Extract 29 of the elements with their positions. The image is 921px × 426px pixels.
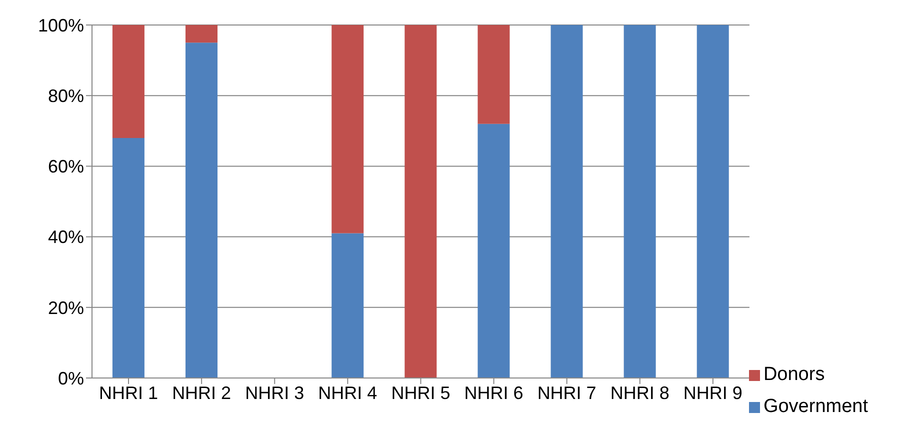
bar bbox=[112, 138, 144, 378]
x-tick-label: NHRI 8 bbox=[610, 382, 670, 403]
x-tick-label: NHRI 9 bbox=[683, 382, 742, 403]
bar bbox=[186, 25, 218, 43]
bar bbox=[550, 25, 583, 378]
y-tick-label: 0% bbox=[58, 368, 84, 388]
x-tick-label: NHRI 4 bbox=[318, 382, 378, 403]
x-tick-label: NHRI 7 bbox=[537, 382, 596, 403]
x-tick-label: NHRI 3 bbox=[245, 382, 304, 403]
x-tick-label: NHRI 1 bbox=[99, 382, 158, 403]
y-tick-label: 100% bbox=[38, 15, 84, 36]
x-tick-label: NHRI 6 bbox=[464, 382, 524, 403]
bar bbox=[696, 25, 729, 378]
bar bbox=[332, 25, 364, 234]
bar bbox=[478, 124, 510, 378]
bar bbox=[186, 42, 218, 378]
y-tick-label: 20% bbox=[48, 298, 84, 318]
bar bbox=[112, 25, 144, 138]
bar bbox=[624, 25, 656, 378]
bar bbox=[404, 25, 437, 378]
y-tick-label: 80% bbox=[48, 86, 84, 106]
y-tick-label: 40% bbox=[48, 227, 84, 248]
x-tick-label: NHRI 5 bbox=[391, 382, 450, 403]
bar bbox=[332, 233, 364, 378]
y-tick-label: 60% bbox=[48, 156, 84, 177]
x-tick-label: NHRI 2 bbox=[172, 382, 232, 403]
legend-label: Government bbox=[763, 396, 868, 418]
legend-label: Donors bbox=[763, 364, 825, 386]
bar bbox=[478, 25, 510, 124]
